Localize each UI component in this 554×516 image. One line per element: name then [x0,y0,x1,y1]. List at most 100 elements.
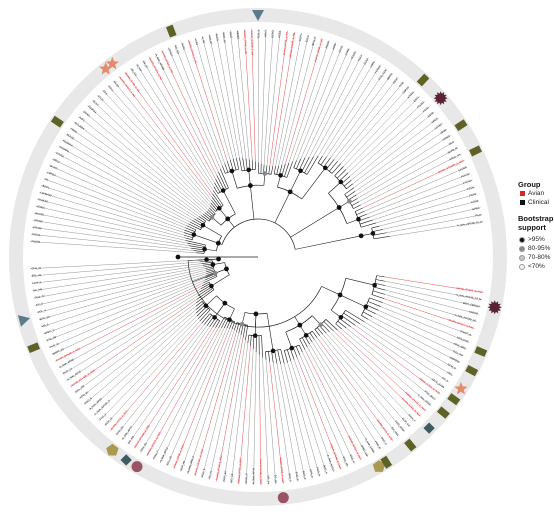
tip-label: LEH31 [36,204,45,210]
tip-spoke [188,39,228,162]
tip-label: PTC_2013 [424,389,437,400]
terminal-branch [326,159,335,170]
olive-rect-mark [50,115,64,128]
terminal-branch [344,179,352,187]
tip-spoke [384,281,482,300]
tip-label: ST4P7 [49,164,59,171]
bootstrap-node [224,266,229,272]
bootstrap-node [322,165,328,171]
terminal-branch [252,335,255,350]
terminal-branch [203,213,211,220]
bootstrap-node [212,315,217,320]
bootstrap-node [303,333,309,338]
tip-spoke [127,326,210,445]
salmon-star-mark [454,381,468,395]
tip-label: FCO12 [460,172,470,179]
tip-spoke [366,173,471,215]
tip-spoke [272,31,295,167]
tip-label: AF06 [331,42,337,50]
tip-spoke [337,81,404,162]
terminal-branch [373,290,386,295]
tip-spoke [88,312,197,411]
bootstrap-node [246,167,251,173]
tip-spoke [346,327,436,401]
tip-label: FRC_8 [374,440,382,450]
tip-spoke [343,91,415,167]
terminal-branch [186,242,206,247]
tip-spoke [48,280,205,349]
bootstrap-node [270,348,276,354]
tip-spoke [351,111,435,181]
tip-label: EC_H41 [390,426,400,437]
tip-spoke [288,40,330,163]
terminal-branch [236,323,240,332]
tip-spoke [369,180,473,218]
tip-spoke [359,323,449,383]
tip-labels: FCO05 FTC04 CFH43 CFH42BOT08LEH31EHIKA0LSHB… [31,29,483,484]
tip-spoke [195,37,231,160]
tip-spoke [378,310,467,350]
clinical-swatch [520,200,525,205]
tip-label: BOP3 [386,72,394,81]
tip-spoke [31,234,194,251]
tip-label: CFH3 [337,45,344,53]
legend-b95-label: >95% [528,236,545,243]
tip-label: EC_5 [36,301,44,306]
terminal-branch [290,207,340,238]
bootstrap-80-dot [519,245,525,252]
terminal-branch [242,324,246,338]
bootstrap-node [289,345,295,351]
tip-label: CFH17 [167,47,174,57]
terminal-branch [221,318,227,328]
tip-label: ECS_4 [302,470,308,480]
terminal-branch [195,302,204,310]
tip-spoke [265,359,276,485]
terminal-branch [205,267,214,271]
tip-label: A_Sek_AP88 [59,357,75,369]
bootstrap-node [253,311,259,317]
tip-label: FCC_6 [200,468,206,478]
terminal-branch [248,169,251,186]
tip-label: AVIAN_ST10_2_N4 [187,40,198,64]
terminal-branch [285,331,293,349]
tip-spoke [31,227,192,249]
tip-spoke [155,53,218,176]
tip-label: EC_M1 [33,287,43,292]
tip-label: ECP_12 [62,366,73,375]
terminal-branch [215,179,223,192]
terminal-branch [222,190,236,215]
tip-label: FCO_2018 [394,419,406,432]
bootstrap-node [356,216,361,222]
legend-b0-label: <70% [528,263,545,270]
tip-spoke [32,265,203,292]
tip-spoke [389,221,484,237]
tip-label: AVIAN_ST648_1_N6 [250,30,255,56]
tip-label: UMN [369,61,376,68]
tip-spoke [93,315,198,416]
tip-spoke [230,30,247,159]
tip-label: FCO3 [215,33,220,41]
terminal-branch [212,190,224,206]
legend-clinical-row: Clinical [518,198,554,207]
tip-spoke [78,116,204,215]
bootstrap-0-dot [519,263,525,270]
tip-spoke [307,346,368,457]
tip-label: ECH_11 [104,416,114,426]
tip-spoke [115,324,205,436]
tip-label: FCO50 [458,165,468,172]
tip-label: BOC1 [42,184,51,190]
tip-spoke [319,335,399,437]
tip-label: AVIAN_ST69_1_N5 [243,30,248,54]
tip-spoke [223,340,246,483]
terminal-branch [366,304,379,311]
terminal-branch [187,223,201,230]
tip-spoke [168,47,221,169]
tip-spoke [384,298,475,329]
tip-label: NPEC [472,206,480,212]
bootstrap-node [215,240,221,246]
bootstrap-node [298,168,303,174]
bootstrap-node [191,232,197,237]
tip-label: PCO [475,213,481,218]
tip-label: VR_14 [266,475,270,484]
legend-b0-row: <70% [518,262,554,271]
